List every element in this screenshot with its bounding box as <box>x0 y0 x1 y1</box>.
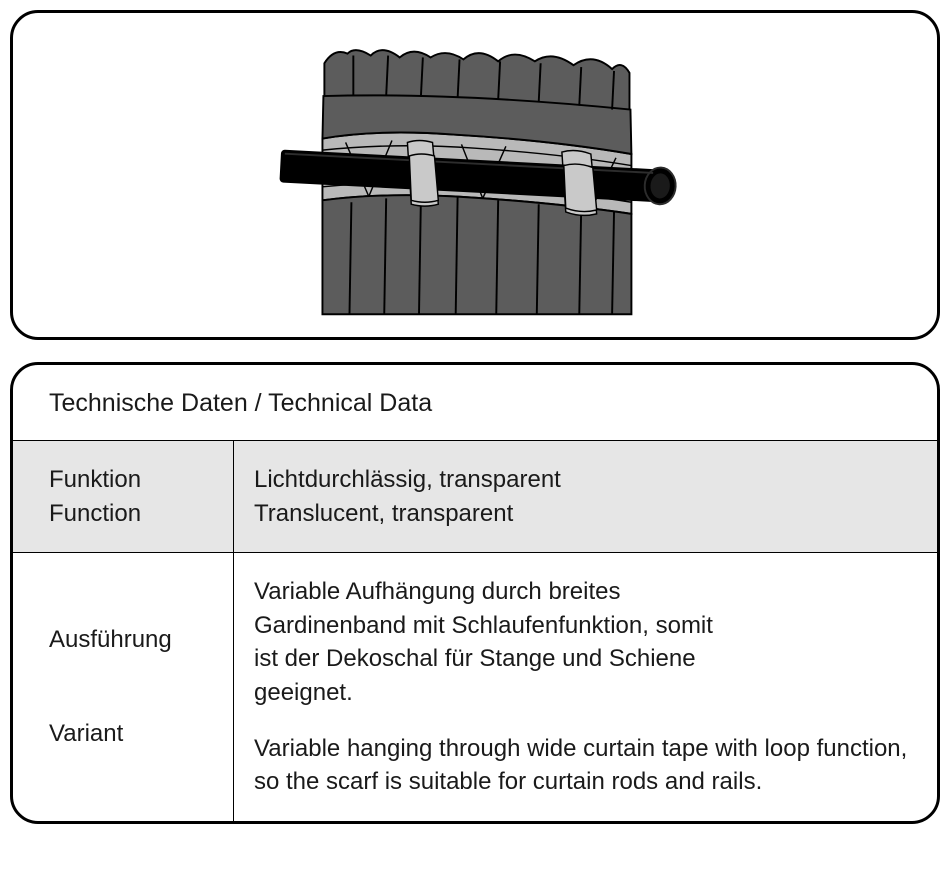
row-label: Funktion Function <box>13 441 233 552</box>
table-title: Technische Daten / Technical Data <box>13 365 937 440</box>
row-value: Lichtdurchlässig, transparent Translucen… <box>233 441 937 552</box>
table-row: Funktion Function Lichtdurchlässig, tran… <box>13 440 937 552</box>
label-en: Function <box>49 497 223 531</box>
curtain-svg <box>260 42 690 322</box>
value-en: Translucent, transparent <box>254 497 909 531</box>
value-en: Variable hanging through wide curtain ta… <box>254 732 909 799</box>
technical-data-panel: Technische Daten / Technical Data Funkti… <box>10 362 940 824</box>
row-label: Ausführung Variant <box>13 553 233 821</box>
table-row: Ausführung Variant Variable Aufhängung d… <box>13 552 937 821</box>
row-value: Variable Aufhängung durch breites Gardin… <box>233 553 937 821</box>
label-de: Ausführung <box>49 623 223 657</box>
value-de: Variable Aufhängung durch breites Gardin… <box>254 575 724 709</box>
label-de: Funktion <box>49 463 223 497</box>
value-de: Lichtdurchlässig, transparent <box>254 463 909 497</box>
label-en: Variant <box>49 717 223 751</box>
curtain-rod-illustration <box>260 42 690 322</box>
illustration-panel <box>10 10 940 340</box>
